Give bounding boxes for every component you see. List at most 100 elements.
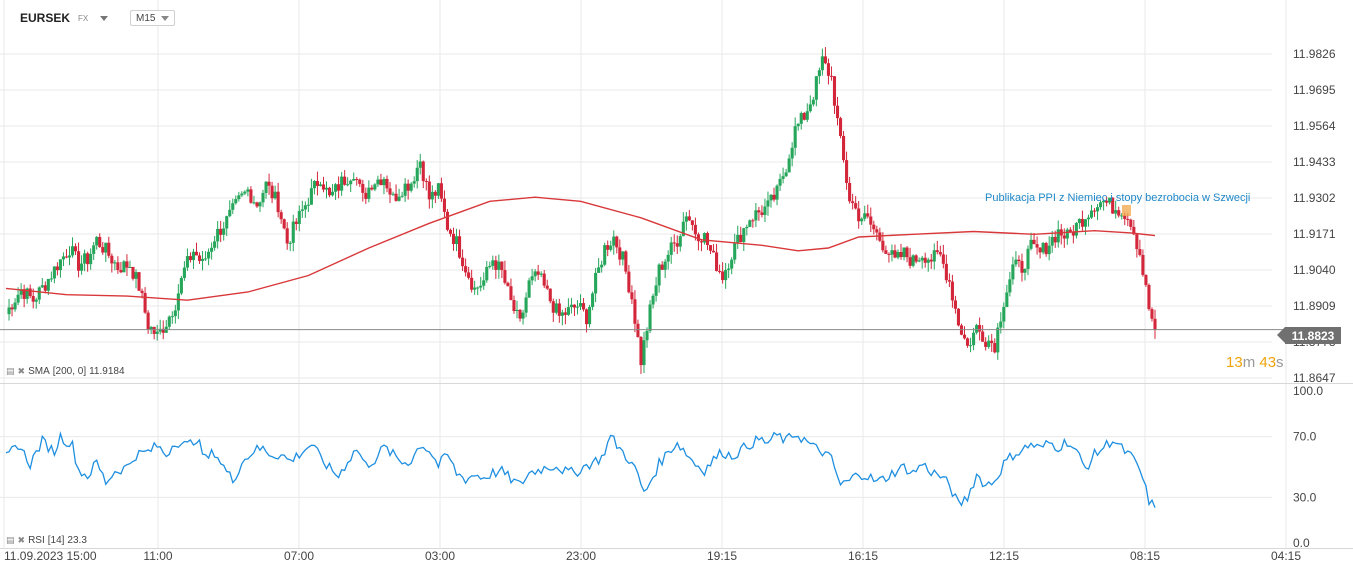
candle — [110, 253, 114, 273]
candle — [575, 300, 580, 315]
candle — [857, 200, 861, 229]
candle — [451, 227, 456, 251]
candle — [337, 176, 341, 199]
symbol-market: FX — [78, 13, 89, 23]
candle — [654, 276, 658, 302]
candle — [572, 304, 577, 317]
candle — [660, 261, 664, 270]
candle — [279, 209, 283, 224]
candle — [524, 292, 528, 318]
candle — [787, 154, 791, 173]
candle — [482, 272, 486, 290]
close-icon[interactable]: ✖ — [17, 366, 26, 376]
sma-name: SMA — [28, 366, 50, 377]
candle — [711, 244, 716, 253]
candle — [926, 257, 930, 272]
candle — [34, 297, 38, 309]
candle — [938, 245, 942, 257]
candle — [1153, 309, 1157, 339]
candle — [470, 269, 474, 293]
candle — [210, 242, 214, 260]
candle — [630, 285, 634, 305]
candle — [343, 170, 347, 186]
candle — [584, 308, 589, 333]
candle — [551, 298, 555, 322]
candle — [799, 111, 803, 130]
settings-icon[interactable]: ▤ — [6, 535, 15, 545]
settings-icon[interactable]: ▤ — [6, 366, 15, 376]
candle — [796, 123, 800, 131]
candle — [315, 171, 319, 196]
candle — [872, 220, 876, 235]
candle — [757, 206, 761, 221]
y-tick-label: 11.9302 — [1293, 191, 1336, 205]
candle — [61, 252, 65, 267]
symbol-selector[interactable]: EURSEK FX — [20, 10, 109, 26]
candle — [860, 217, 864, 225]
close-icon[interactable]: ✖ — [17, 535, 26, 545]
candle — [270, 181, 274, 204]
candle — [727, 263, 731, 279]
candle — [669, 236, 673, 264]
candle — [591, 291, 595, 311]
candle — [1083, 219, 1088, 235]
candle — [699, 238, 703, 252]
candle — [1102, 199, 1106, 211]
candle — [52, 266, 56, 284]
candle — [609, 240, 613, 252]
candle — [657, 263, 661, 293]
candle — [739, 226, 743, 243]
candle — [367, 180, 371, 203]
candle — [748, 219, 752, 228]
candle — [282, 218, 286, 230]
current-price-tag: 11.8823 — [1277, 327, 1341, 344]
price-plot — [0, 47, 1285, 374]
candle — [987, 335, 991, 349]
candle — [515, 300, 519, 319]
candle — [55, 262, 59, 276]
candle — [355, 177, 359, 186]
candle — [715, 243, 719, 272]
candle — [204, 251, 208, 261]
candle — [101, 242, 105, 255]
timeframe-selector[interactable]: M15 — [130, 10, 176, 26]
candle — [563, 307, 567, 325]
candle — [932, 243, 936, 270]
candle — [581, 298, 586, 312]
candle — [975, 323, 979, 335]
sma-params: [200, 0] — [52, 366, 87, 377]
candle — [1096, 204, 1100, 221]
candle — [485, 260, 489, 283]
candle — [539, 271, 543, 278]
candle — [1080, 210, 1084, 231]
symbol-dropdown-icon[interactable] — [100, 15, 109, 21]
candle — [113, 260, 117, 271]
candle — [684, 211, 688, 231]
candle — [1011, 256, 1015, 285]
candle — [321, 176, 326, 193]
candle — [648, 300, 652, 334]
candle — [273, 185, 277, 200]
y-tick-label: 11.9826 — [1293, 47, 1336, 61]
candle — [200, 250, 205, 271]
candle — [80, 255, 84, 275]
candle — [509, 278, 513, 301]
candle — [92, 242, 96, 260]
candle — [944, 254, 948, 284]
candle — [397, 188, 401, 202]
candle — [893, 244, 897, 259]
timer-seconds: 43 — [1259, 354, 1277, 371]
candle — [285, 222, 289, 250]
candle — [742, 227, 746, 252]
rsi-tick-label: 70.0 — [1293, 430, 1317, 444]
candle — [243, 190, 247, 196]
candle — [464, 258, 468, 277]
candle — [606, 240, 610, 257]
candle — [191, 248, 196, 269]
candle — [802, 112, 806, 121]
x-tick-label: 11.09.2023 15:00 — [4, 549, 97, 563]
candle — [1062, 228, 1066, 248]
candle — [917, 257, 921, 263]
candle — [40, 277, 44, 288]
